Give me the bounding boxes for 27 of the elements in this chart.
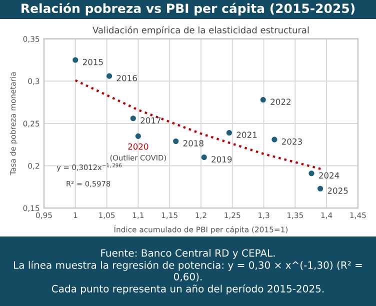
annotation: 2020 <box>128 143 148 150</box>
point <box>260 97 266 103</box>
point <box>72 57 78 63</box>
annotation: 2021 <box>236 132 257 138</box>
annotation: 2025 <box>328 188 348 194</box>
text: La línea muestra la regresión de potencia: y = 0,30 × x^(-1,30) (R² = 0,60). <box>14 260 362 282</box>
annotation: 2015 <box>82 58 103 66</box>
point <box>201 154 207 160</box>
annotation: 2019 <box>212 156 232 163</box>
text: Cada punto representa un año del período 2015-2025. <box>52 284 324 294</box>
point <box>106 73 112 79</box>
point <box>308 170 314 176</box>
chart-title: Relación pobreza vs PBI per cápita (2015-2025) <box>22 2 354 16</box>
annotation: 2016 <box>116 74 137 82</box>
annotation: 2022 <box>270 98 290 105</box>
point <box>130 116 136 122</box>
annotation: 2017 <box>140 117 161 124</box>
point <box>318 186 324 192</box>
source-note: Fuente: Banco Central RD y CEPAL. <box>101 249 275 259</box>
chart-subtitle: Validación empírica de la elasticidad estructural <box>92 26 309 36</box>
annotation: 2018 <box>183 140 204 146</box>
annotation: 2024 <box>319 172 340 179</box>
annotation: 2023 <box>282 138 302 145</box>
point <box>173 138 179 144</box>
point <box>226 130 232 136</box>
point <box>272 136 278 142</box>
point <box>135 133 141 139</box>
